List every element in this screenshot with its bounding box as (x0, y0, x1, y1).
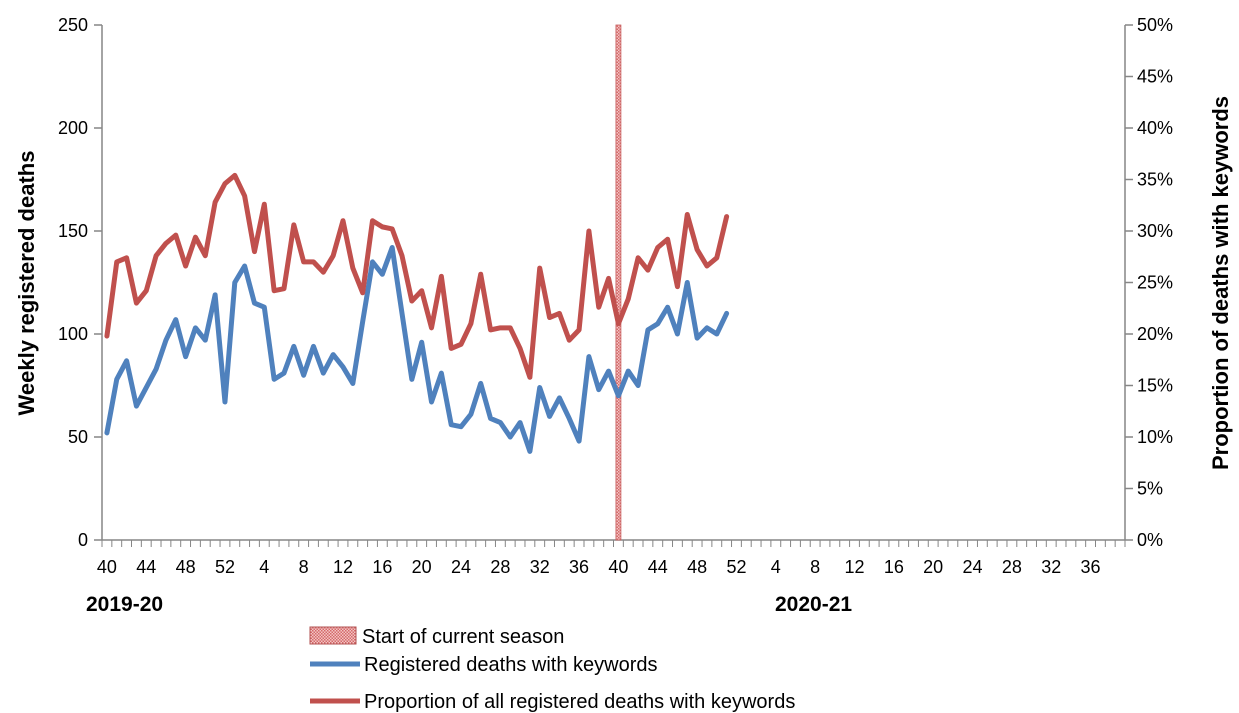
x-tick-label: 16 (372, 557, 392, 577)
x-tick-label: 24 (963, 557, 983, 577)
legend-label-proportion: Proportion of all registered deaths with… (364, 691, 795, 713)
x-tick-label: 20 (412, 557, 432, 577)
left-axis-title: Weekly registered deaths (14, 151, 39, 416)
legend-label-registered-deaths: Registered deaths with keywords (364, 654, 657, 676)
right-tick-label: 45% (1137, 67, 1173, 87)
left-tick-label: 0 (78, 530, 88, 550)
x-tick-label: 24 (451, 557, 471, 577)
right-tick-label: 20% (1137, 324, 1173, 344)
season-label-2019-20: 2019-20 (86, 593, 163, 616)
x-tick-label: 8 (299, 557, 309, 577)
right-tick-label: 40% (1137, 118, 1173, 138)
right-tick-label: 10% (1137, 427, 1173, 447)
x-tick-label: 12 (844, 557, 864, 577)
left-tick-label: 250 (58, 15, 88, 35)
axes: 0 50 100 150 200 250 0% 5% 10% 15% 20% 25% 30% 35% 40%… (58, 15, 1173, 577)
x-tick-label: 40 (608, 557, 628, 577)
x-tick-label: 36 (569, 557, 589, 577)
series-layer (104, 172, 730, 454)
right-tick-label: 0% (1137, 530, 1163, 550)
x-tick-label: 8 (810, 557, 820, 577)
legend-item-proportion: Proportion of all registered deaths with… (310, 691, 795, 713)
x-tick-label: 32 (1041, 557, 1061, 577)
x-tick-label: 52 (726, 557, 746, 577)
season-start-layer (615, 24, 622, 541)
left-tick-label: 100 (58, 324, 88, 344)
legend: Start of current season Registered death… (309, 626, 795, 713)
series-line-proportion (104, 172, 730, 380)
series-line-registered-deaths (104, 244, 730, 454)
legend-item-registered-deaths: Registered deaths with keywords (310, 654, 657, 676)
x-tick-label: 44 (648, 557, 668, 577)
right-tick-label: 50% (1137, 15, 1173, 35)
left-tick-label: 50 (68, 427, 88, 447)
x-tick-label: 12 (333, 557, 353, 577)
right-tick-label: 35% (1137, 170, 1173, 190)
right-tick-label: 30% (1137, 221, 1173, 241)
season-start-marker (615, 24, 622, 541)
x-tick-label: 40 (97, 557, 117, 577)
x-tick-label: 32 (530, 557, 550, 577)
season-label-2020-21: 2020-21 (775, 593, 852, 616)
legend-item-season-start: Start of current season (309, 626, 564, 648)
x-tick-label: 44 (136, 557, 156, 577)
right-axis-title: Proportion of deaths with keywords (1208, 96, 1233, 470)
x-tick-label: 36 (1081, 557, 1101, 577)
x-tick-label: 48 (176, 557, 196, 577)
x-tick-label: 16 (884, 557, 904, 577)
right-tick-label: 25% (1137, 273, 1173, 293)
right-tick-label: 5% (1137, 479, 1163, 499)
x-tick-label: 4 (771, 557, 781, 577)
right-tick-label: 15% (1137, 376, 1173, 396)
left-tick-label: 200 (58, 118, 88, 138)
x-tick-label: 4 (259, 557, 269, 577)
x-tick-label: 48 (687, 557, 707, 577)
left-tick-label: 150 (58, 221, 88, 241)
x-tick-label: 52 (215, 557, 235, 577)
x-tick-label: 28 (490, 557, 510, 577)
x-tick-label: 20 (923, 557, 943, 577)
x-tick-label: 28 (1002, 557, 1022, 577)
legend-label-season-start: Start of current season (362, 626, 564, 648)
legend-patch-season-start (309, 626, 357, 645)
